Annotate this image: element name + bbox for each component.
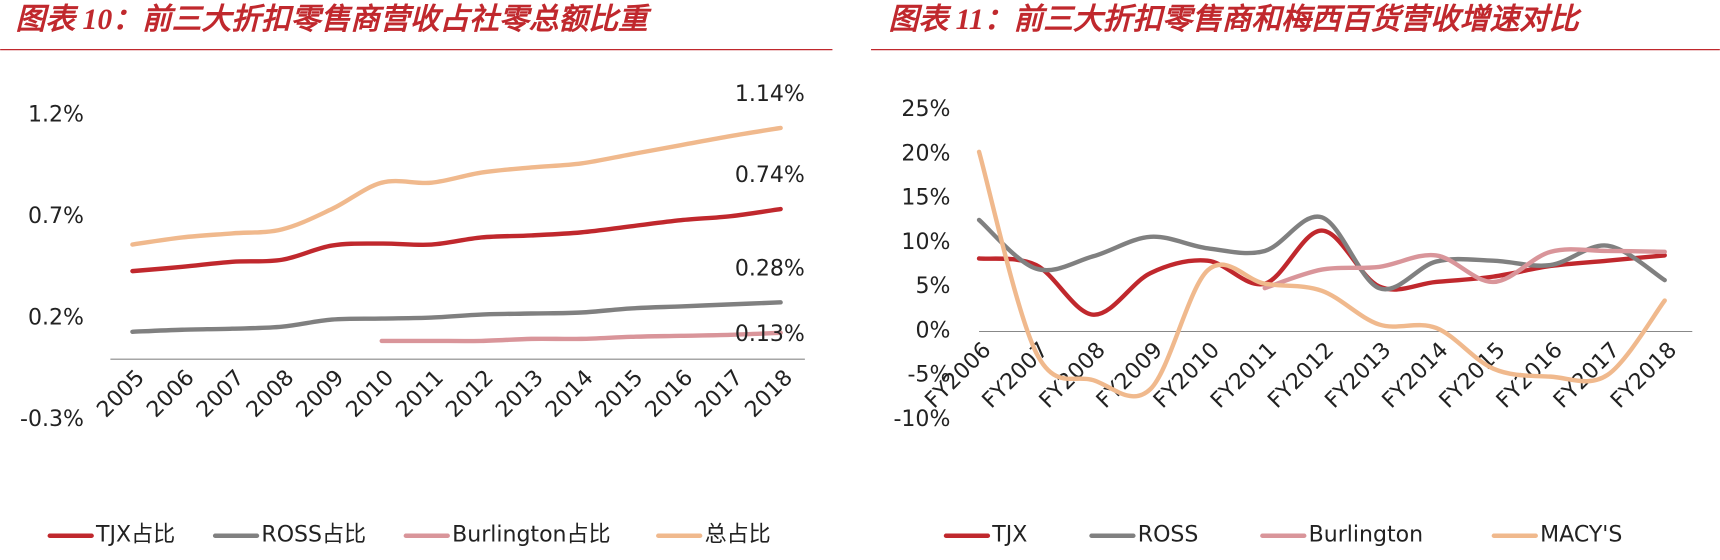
y-tick-label: 0% — [915, 318, 950, 343]
x-tick-label: 2006 — [142, 365, 199, 422]
legend-label: TJX — [991, 523, 1027, 548]
legend-label: ROSS — [1138, 523, 1199, 548]
x-tick-label: 2017 — [691, 365, 748, 422]
legend-label: MACY'S — [1540, 523, 1622, 548]
y-tick-label: 0.2% — [28, 306, 84, 331]
y-tick-label: -5% — [907, 363, 950, 388]
x-tick-label: 2011 — [392, 365, 449, 422]
y-tick-label: 5% — [915, 274, 950, 299]
chart-title: 图表 11：前三大折扣零售商和梅西百货营收增速对比 — [889, 3, 1582, 36]
y-tick-label: 0.7% — [28, 204, 84, 229]
data-label: 1.14% — [735, 82, 805, 107]
x-tick-label: 2016 — [641, 365, 698, 422]
y-tick-label: 10% — [901, 230, 950, 255]
y-tick-label: 1.2% — [28, 103, 84, 128]
y-tick-label: 25% — [901, 97, 950, 122]
data-label: 0.74% — [735, 163, 805, 188]
x-tick-label: 2009 — [292, 365, 349, 422]
series-line — [130, 125, 783, 247]
chart-title: 图表 10：前三大折扣零售商营收占社零总额比重 — [16, 3, 652, 36]
x-tick-label: 2008 — [242, 365, 299, 422]
x-tick-label: 2012 — [441, 365, 498, 422]
x-tick-label: 2010 — [342, 365, 399, 422]
x-tick-label: 2013 — [491, 365, 548, 422]
series-line — [976, 214, 1667, 292]
series-line — [379, 330, 783, 344]
x-tick-label: 2005 — [92, 365, 149, 422]
y-tick-label: -10% — [893, 407, 950, 432]
y-tick-label: -0.3% — [20, 407, 84, 432]
series-line — [1262, 247, 1667, 291]
series-line — [976, 149, 1667, 399]
data-label: 0.13% — [735, 322, 805, 347]
legend-label: Burlington — [1309, 523, 1423, 548]
y-tick-label: 15% — [901, 186, 950, 211]
legend-label: ROSS占比 — [261, 523, 366, 548]
series-line — [130, 300, 783, 334]
x-tick-label: 2015 — [591, 365, 648, 422]
x-tick-label: 2007 — [192, 365, 249, 422]
series-line — [976, 228, 1667, 317]
y-tick-label: 20% — [901, 141, 950, 166]
data-label: 0.28% — [735, 256, 805, 281]
x-tick-label: 2014 — [541, 365, 598, 422]
legend-label: Burlington占比 — [452, 523, 610, 548]
series-line — [130, 206, 783, 274]
legend-label: TJX占比 — [95, 523, 175, 548]
x-tick-label: 2018 — [741, 365, 798, 422]
legend-label: 总占比 — [705, 523, 771, 548]
